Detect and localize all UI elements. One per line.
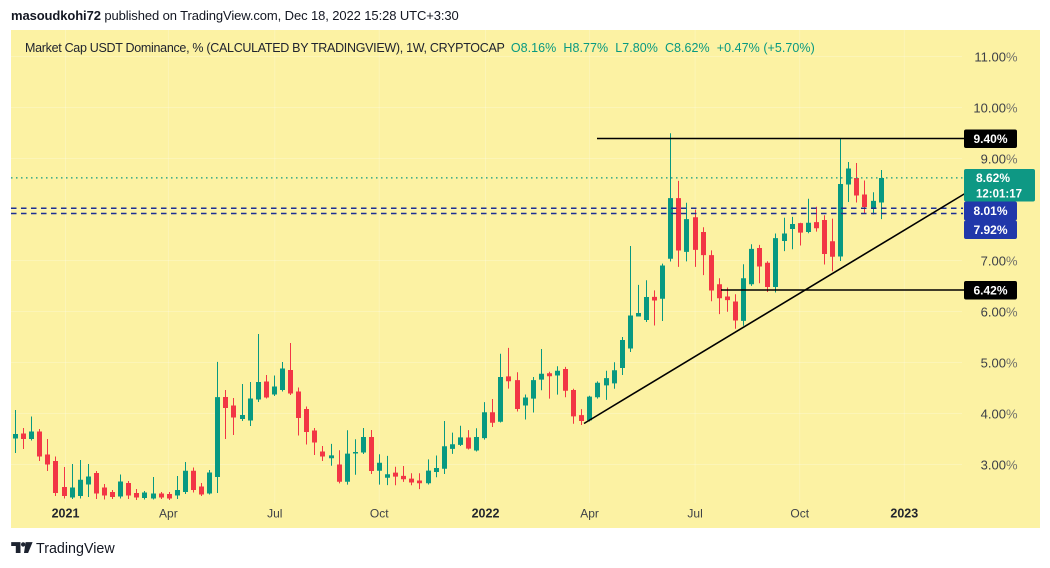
svg-text:11.00%: 11.00% <box>974 50 1018 65</box>
svg-text:Oct: Oct <box>790 507 809 521</box>
svg-text:Jul: Jul <box>687 507 702 521</box>
svg-text:4.00%: 4.00% <box>981 407 1018 422</box>
svg-text:12:01:17: 12:01:17 <box>976 189 1022 201</box>
svg-text:7.00%: 7.00% <box>981 254 1018 269</box>
svg-text:Oct: Oct <box>370 507 389 521</box>
svg-text:2022: 2022 <box>472 507 500 521</box>
svg-text:6.00%: 6.00% <box>981 305 1018 320</box>
svg-text:5.00%: 5.00% <box>981 356 1018 371</box>
svg-text:9.40%: 9.40% <box>973 132 1007 146</box>
svg-text:Apr: Apr <box>580 507 599 521</box>
svg-text:3.00%: 3.00% <box>981 458 1018 473</box>
svg-text:10.00%: 10.00% <box>973 101 1018 116</box>
svg-text:8.62%: 8.62% <box>976 171 1010 185</box>
svg-text:8.01%: 8.01% <box>973 204 1007 218</box>
svg-text:2023: 2023 <box>890 507 918 521</box>
svg-text:Jul: Jul <box>267 507 282 521</box>
svg-text:2021: 2021 <box>52 507 80 521</box>
svg-text:6.42%: 6.42% <box>973 283 1007 297</box>
svg-text:7.92%: 7.92% <box>973 223 1007 237</box>
svg-text:9.00%: 9.00% <box>981 152 1018 167</box>
svg-text:Apr: Apr <box>159 507 178 521</box>
